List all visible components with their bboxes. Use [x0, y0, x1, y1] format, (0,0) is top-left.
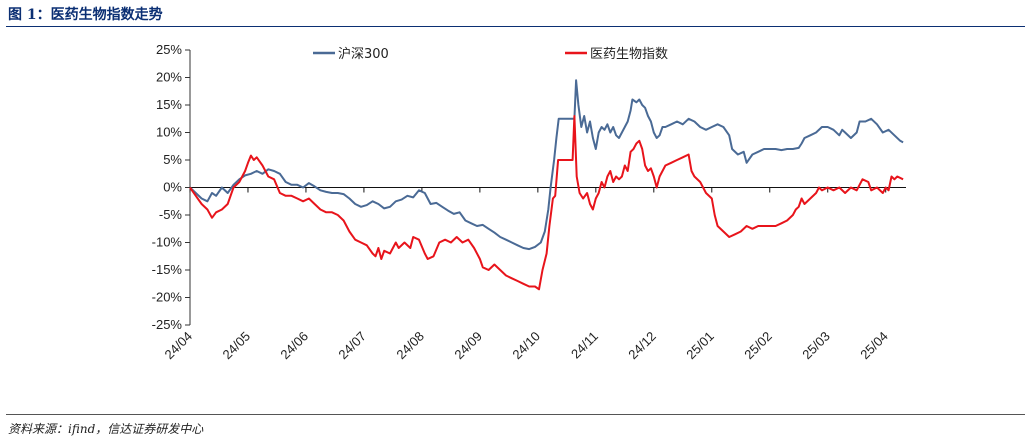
legend-pharma-index-label: 医药生物指数 [590, 47, 668, 62]
y-tick-label: -5% [159, 207, 183, 222]
y-tick-label: 10% [156, 125, 182, 140]
y-tick-label: -20% [152, 290, 183, 305]
legend: 沪深300 医药生物指数 [313, 46, 668, 62]
x-tick-label: 24/06 [277, 329, 311, 363]
x-tick-label: 24/10 [509, 329, 543, 363]
legend-hs300-label: 沪深300 [338, 46, 389, 62]
x-tick-label: 24/07 [335, 329, 369, 363]
y-tick-label: 5% [163, 152, 182, 167]
hs300-line [189, 79, 904, 251]
y-tick-label: -15% [152, 262, 183, 277]
x-tick-label: 25/04 [857, 329, 891, 363]
y-tick-label: 20% [156, 70, 182, 85]
y-axis: 25% 20% 15% 10% 5% 0% -5% -10% -15% -20% -25% [152, 42, 191, 332]
y-tick-label: -10% [152, 235, 183, 250]
x-tick-label: 24/04 [162, 329, 196, 363]
x-tick-label: 25/03 [799, 329, 833, 363]
y-tick-label: 15% [156, 97, 182, 112]
x-tick-label: 24/12 [625, 329, 659, 363]
x-tick-label: 24/11 [568, 329, 601, 362]
figure-title: 图 1：医药生物指数走势 [8, 7, 163, 23]
x-tick-label: 25/02 [741, 329, 775, 363]
x-tick-label: 24/09 [451, 329, 485, 363]
x-tick-label: 25/01 [683, 329, 717, 363]
y-tick-label: 0% [163, 180, 182, 195]
series-layer [189, 79, 904, 291]
source-note: 资料来源：ifind，信达证券研发中心 [8, 422, 204, 436]
footer-divider [6, 414, 1025, 415]
x-tick-label: 24/08 [393, 329, 427, 363]
title-divider [6, 26, 1025, 27]
x-tick-label: 24/05 [219, 329, 253, 363]
pharma-index-line [189, 115, 904, 291]
y-tick-label: 25% [156, 42, 182, 57]
y-tick-label: -25% [152, 317, 183, 332]
